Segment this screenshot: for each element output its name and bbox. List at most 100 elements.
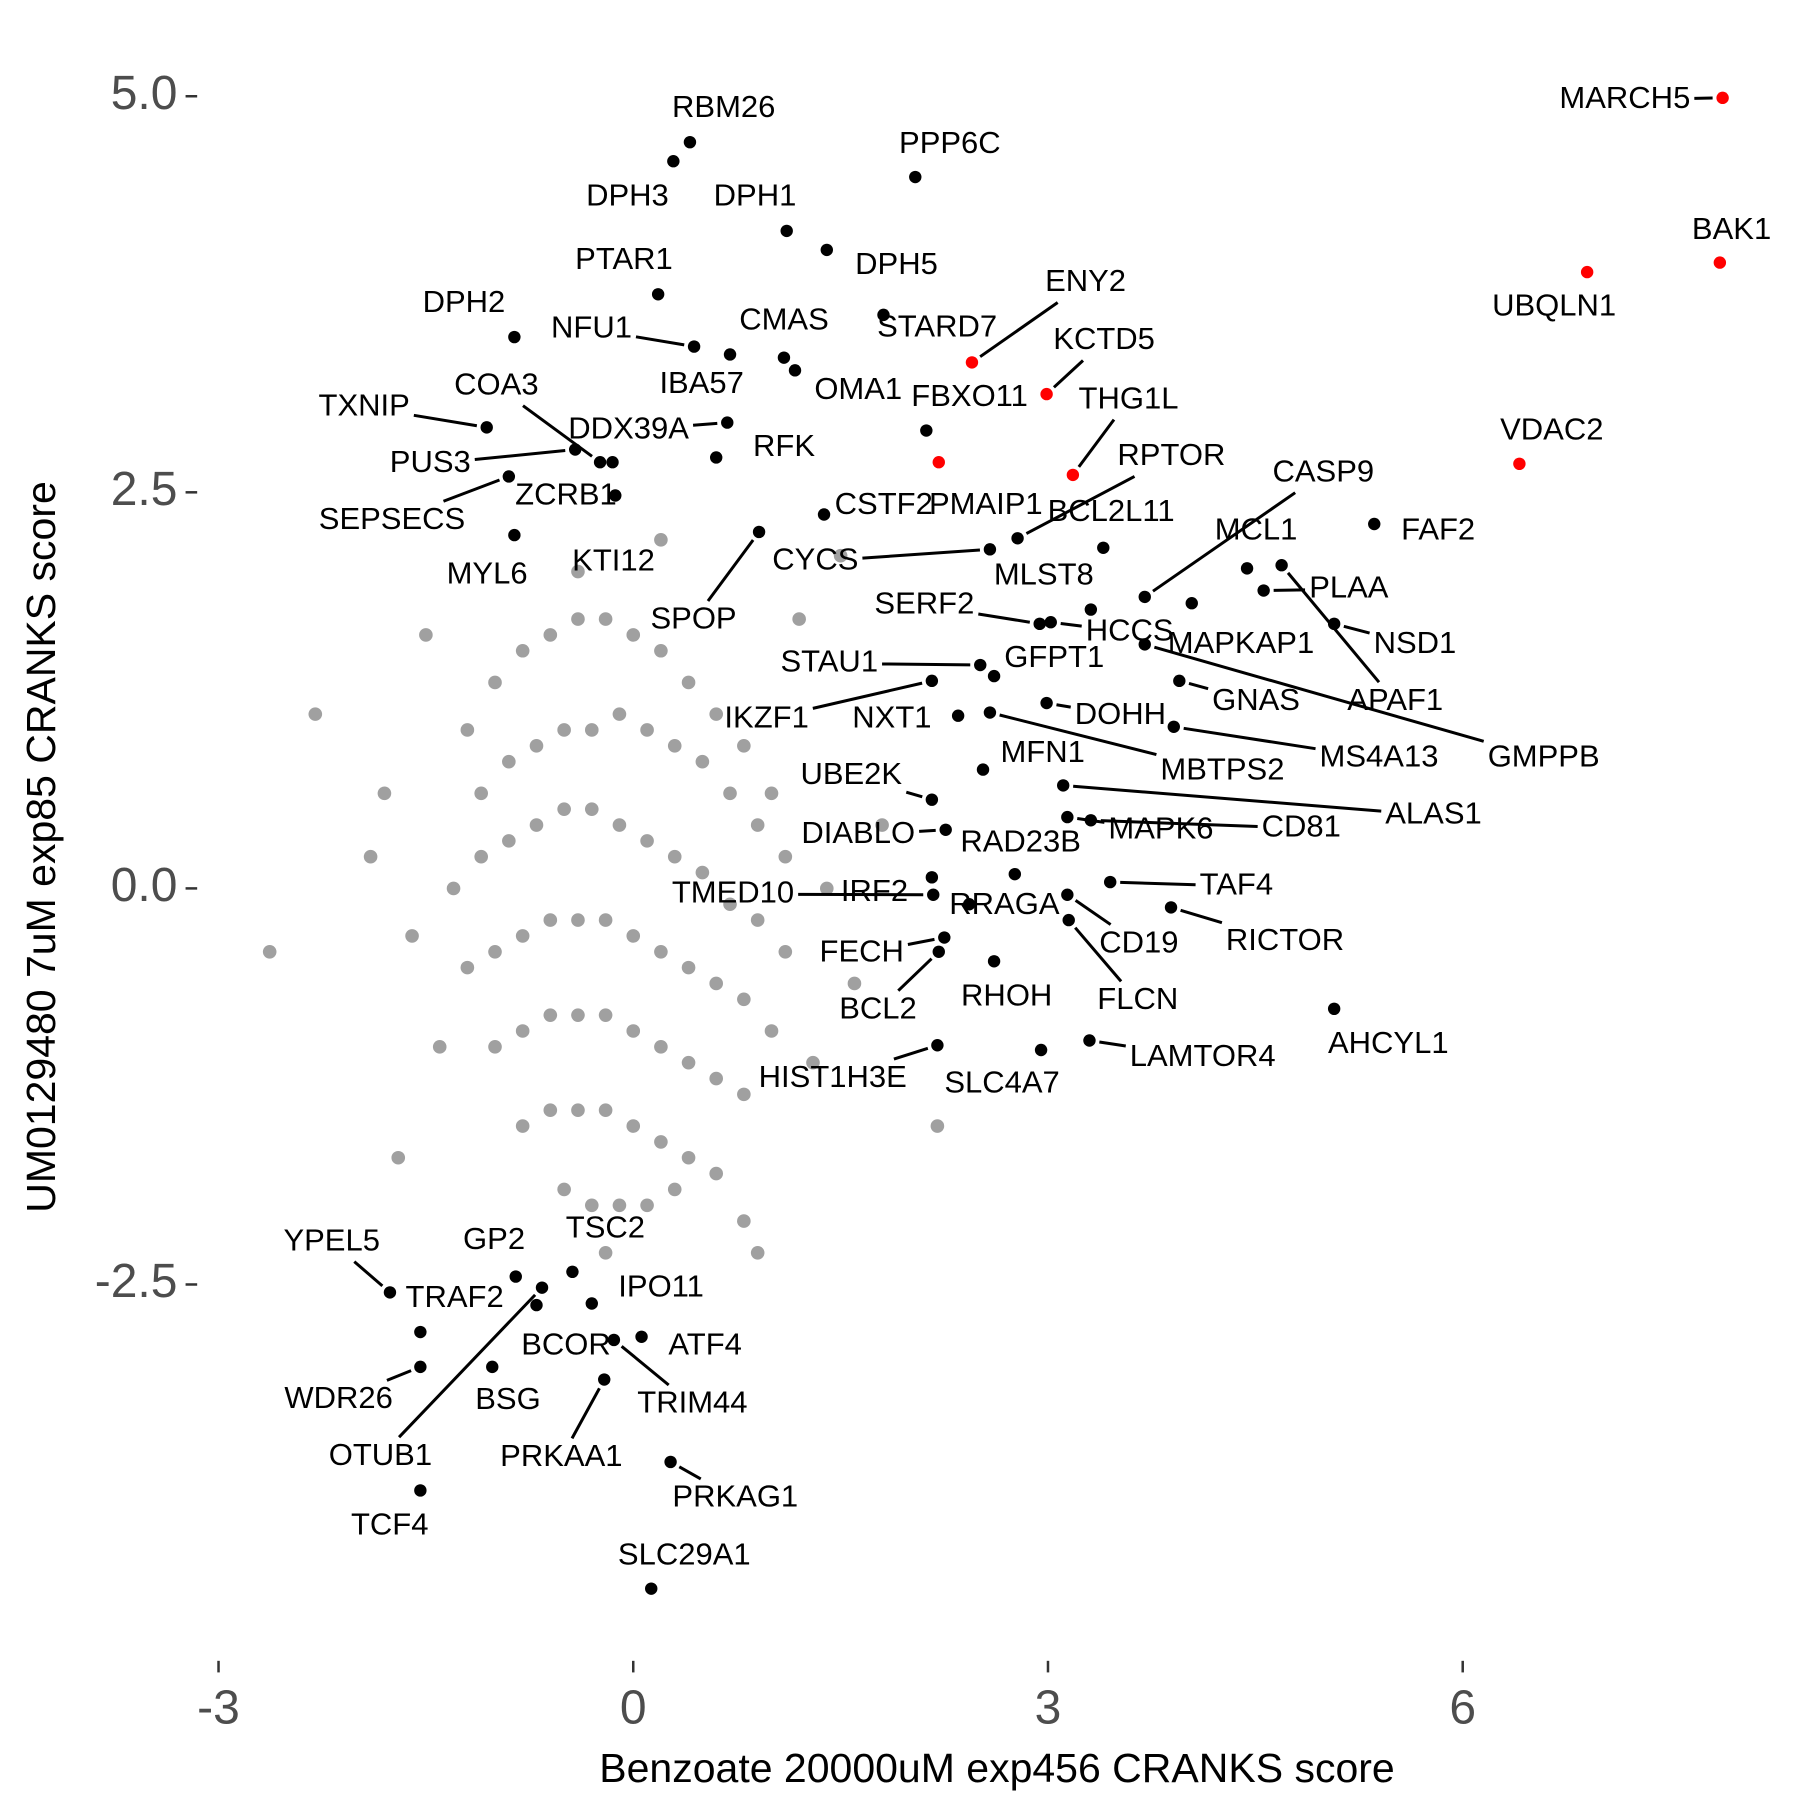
point xyxy=(710,451,723,464)
point-label: IKZF1 xyxy=(724,699,808,734)
point xyxy=(557,723,571,737)
point-label: DDX39A xyxy=(568,410,689,445)
point xyxy=(737,1214,751,1228)
leader-line xyxy=(692,421,718,427)
point xyxy=(557,1182,571,1197)
point-label: MS4A13 xyxy=(1320,739,1439,774)
point xyxy=(584,802,599,816)
point xyxy=(640,723,654,737)
point xyxy=(820,243,833,257)
point xyxy=(654,944,668,959)
point-label: RPTOR xyxy=(1117,437,1225,472)
point-label: GMPPB xyxy=(1488,739,1600,774)
point-label: DPH5 xyxy=(855,246,938,281)
point-label: UBE2K xyxy=(800,756,902,791)
leader-line xyxy=(1188,682,1209,691)
x-tick-label: 6 xyxy=(1449,1681,1476,1734)
point xyxy=(508,330,521,344)
point xyxy=(1173,674,1186,688)
point xyxy=(709,707,724,721)
point-label: UBQLN1 xyxy=(1492,288,1616,323)
point-label: HIST1H3E xyxy=(759,1059,907,1094)
point xyxy=(515,643,530,658)
point xyxy=(1257,584,1270,597)
point xyxy=(778,944,793,959)
point xyxy=(709,1166,724,1181)
point-label: NFU1 xyxy=(551,310,632,345)
point xyxy=(962,898,976,911)
point xyxy=(709,1071,724,1086)
point xyxy=(833,548,848,563)
point-label: TRAF2 xyxy=(406,1279,504,1314)
point-label: SLC29A1 xyxy=(618,1537,751,1572)
point-label: SEPSECS xyxy=(319,501,465,536)
point xyxy=(488,944,502,959)
point-label: FECH xyxy=(820,934,904,969)
point xyxy=(571,564,585,579)
point xyxy=(598,1245,613,1260)
point-label: TCF4 xyxy=(351,1506,429,1541)
point xyxy=(792,612,806,626)
point-label: MFN1 xyxy=(1000,734,1084,769)
point xyxy=(976,763,990,776)
leader-line xyxy=(1099,1040,1127,1048)
point-label: KTI12 xyxy=(572,543,655,578)
point xyxy=(377,786,392,801)
y-axis-title: UM0129480 7uM exp85 CRANKS score xyxy=(18,481,64,1213)
point xyxy=(1167,720,1180,734)
point xyxy=(543,913,558,927)
point xyxy=(681,1150,696,1165)
point-label: RFK xyxy=(753,428,815,463)
leader-line xyxy=(570,1387,601,1440)
point-label: STARD7 xyxy=(877,308,997,343)
point xyxy=(262,944,277,959)
point xyxy=(737,992,751,1007)
point xyxy=(723,897,737,912)
point-label: IRF2 xyxy=(841,873,908,908)
leader-line xyxy=(397,1293,537,1439)
leader-line xyxy=(893,1046,929,1061)
leader-line xyxy=(905,790,923,799)
point xyxy=(612,1198,627,1213)
point-label: CMAS xyxy=(739,301,829,336)
point-label: FLCN xyxy=(1097,981,1178,1016)
point-label: MLST8 xyxy=(994,557,1094,592)
leader-line xyxy=(812,681,923,710)
leader-line xyxy=(620,1345,670,1387)
point-label: APAF1 xyxy=(1347,682,1443,717)
leader-line xyxy=(413,413,478,428)
point xyxy=(598,612,613,626)
point xyxy=(1713,256,1727,269)
point xyxy=(987,669,1001,683)
point-label: CD81 xyxy=(1262,808,1341,843)
point xyxy=(1084,814,1098,827)
point xyxy=(683,135,697,149)
point-label: LAMTOR4 xyxy=(1130,1038,1276,1073)
leader-line xyxy=(999,713,1157,757)
point xyxy=(737,1087,751,1102)
leader-line xyxy=(1074,926,1123,983)
point xyxy=(764,786,779,801)
point xyxy=(566,1265,579,1279)
point-label: CSTF2 xyxy=(835,486,933,521)
point xyxy=(817,508,831,521)
point-label: ZCRB1 xyxy=(515,477,617,512)
leader-line xyxy=(1074,899,1112,926)
point xyxy=(687,340,701,353)
point xyxy=(987,955,1001,968)
point-label: OTUB1 xyxy=(329,1437,432,1472)
leader-line xyxy=(706,539,755,602)
point xyxy=(612,707,627,721)
point xyxy=(764,1024,779,1038)
point xyxy=(877,308,890,322)
point xyxy=(847,976,862,991)
leader-line xyxy=(1052,359,1085,389)
point xyxy=(414,1325,427,1339)
point xyxy=(806,1055,820,1070)
point-label: CYCS xyxy=(772,542,858,577)
point xyxy=(557,802,571,816)
leader-line xyxy=(1073,784,1382,813)
leader-line xyxy=(353,1260,384,1288)
point xyxy=(486,1360,499,1374)
point-label: TXNIP xyxy=(319,387,410,422)
